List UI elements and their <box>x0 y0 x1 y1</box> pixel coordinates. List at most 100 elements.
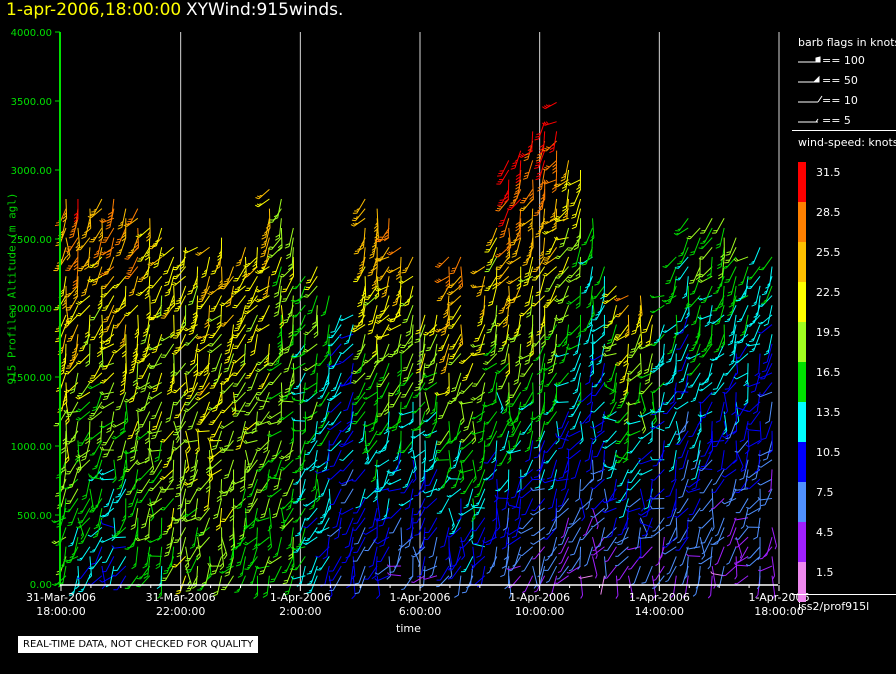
barb-feather <box>71 355 76 359</box>
barb-feather <box>147 515 152 518</box>
barb-shaft <box>149 430 162 435</box>
wind-barb <box>150 488 163 506</box>
barb-feather <box>142 355 146 358</box>
barb-feather <box>107 214 113 219</box>
wind-barb <box>207 469 222 477</box>
barb-shaft <box>173 353 175 374</box>
barb-feather <box>152 245 157 248</box>
barb-feather <box>140 525 146 529</box>
barb-feather <box>212 445 218 448</box>
barb-feather <box>205 485 211 490</box>
wind-barb <box>219 565 234 574</box>
wind-barb <box>212 392 223 412</box>
barb-shaft <box>152 469 163 483</box>
barb-shaft <box>148 276 151 297</box>
wind-barb <box>500 343 510 365</box>
wind-barb <box>217 527 223 551</box>
wind-barb <box>199 517 211 537</box>
wind-barb <box>472 459 477 483</box>
barb-shaft <box>114 343 127 354</box>
barb-feather <box>202 336 207 339</box>
wind-barb <box>209 295 222 312</box>
barb-feather <box>101 340 106 343</box>
wind-barb <box>330 372 342 392</box>
barb-feather <box>203 372 209 377</box>
barb-feather <box>217 398 223 403</box>
wind-barb <box>185 575 199 592</box>
barb-feather <box>353 252 358 255</box>
barb-feather <box>68 559 72 562</box>
barb-feather <box>153 314 157 317</box>
barb-feather <box>148 384 153 388</box>
wind-barb <box>124 266 139 280</box>
barb-feather <box>315 364 320 366</box>
barb-feather <box>137 436 141 439</box>
wind-barb <box>106 411 115 434</box>
barb-feather <box>98 237 103 242</box>
barb-feather <box>353 398 359 400</box>
barb-feather <box>400 412 404 415</box>
wind-barb <box>491 382 498 406</box>
wind-barb <box>346 401 354 425</box>
wind-barb <box>496 449 510 466</box>
wind-barb <box>65 488 79 505</box>
barb-feather <box>301 430 306 435</box>
wind-barb <box>353 343 366 360</box>
barb-feather <box>223 554 228 560</box>
barb-feather <box>195 398 199 401</box>
barb-feather <box>208 478 213 484</box>
barb-feather <box>92 406 98 409</box>
barb-feather <box>136 585 140 588</box>
wind-barb <box>183 517 198 522</box>
barb-feather <box>80 588 84 591</box>
barb-shaft <box>106 305 115 322</box>
wind-barb <box>130 508 139 530</box>
barb-feather <box>426 347 431 349</box>
barb-feather <box>351 480 356 482</box>
barb-feather <box>454 594 459 598</box>
wind-barb <box>73 198 79 223</box>
barb-feather <box>150 301 156 304</box>
barb-feather <box>279 526 284 529</box>
barb-feather <box>196 556 201 561</box>
barb-shaft <box>116 575 127 591</box>
barb-feather <box>358 314 363 318</box>
barb-feather <box>177 503 183 507</box>
barb-feather <box>439 360 444 364</box>
wind-barb <box>88 556 103 570</box>
wind-barb <box>209 372 222 389</box>
barb-feather <box>451 399 456 403</box>
barb-feather <box>97 305 103 310</box>
barb-feather <box>143 276 149 280</box>
wind-barb <box>111 527 127 538</box>
barb-shaft <box>355 517 366 531</box>
barb-feather <box>294 567 298 569</box>
barb-feather <box>326 427 331 431</box>
wind-barb <box>116 440 127 461</box>
barb-feather <box>185 371 190 374</box>
barb-shaft <box>56 256 67 271</box>
wind-barb <box>91 546 103 565</box>
barb-shaft <box>62 276 67 296</box>
barb-shaft <box>164 343 175 358</box>
barb-feather <box>476 420 482 423</box>
barb-feather <box>339 384 344 386</box>
barb-feather <box>172 277 177 280</box>
barb-feather <box>207 575 212 580</box>
barb-shaft <box>89 488 94 508</box>
barb-feather <box>94 474 98 478</box>
wind-barb <box>102 353 115 370</box>
barb-feather <box>144 295 150 300</box>
barb-feather <box>96 437 102 441</box>
wind-barb <box>327 401 342 413</box>
wind-barb <box>504 469 510 493</box>
wind-barb <box>135 401 151 412</box>
barb-feather <box>406 527 411 531</box>
barb-feather <box>89 214 94 217</box>
barb-feather <box>305 416 308 419</box>
barb-feather <box>135 537 139 542</box>
wind-barb <box>217 266 223 290</box>
barb-shaft <box>67 382 79 393</box>
barb-feather <box>283 492 288 494</box>
barb-feather <box>97 302 103 306</box>
